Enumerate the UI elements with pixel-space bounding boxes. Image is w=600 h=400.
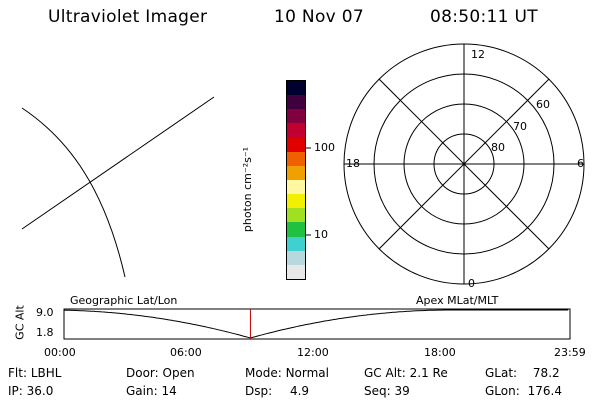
colorbar-swatch	[287, 81, 305, 96]
gain-value: 14	[161, 384, 177, 398]
colorbar-swatch	[287, 165, 305, 181]
timeline-right-caption: Apex MLat/MLT	[416, 294, 499, 307]
flt-value: LBHL	[30, 366, 62, 380]
time-label: 08:50:11 UT	[430, 7, 538, 27]
seq-value: 39	[394, 384, 410, 398]
colorbar-swatch	[287, 250, 305, 265]
date-label: 10 Nov 07	[274, 7, 364, 27]
mlt-label-18: 18	[346, 157, 360, 170]
colorbar-swatch	[287, 208, 305, 223]
glon-label: GLon:	[485, 384, 520, 398]
glat-value: 78.2	[532, 366, 560, 380]
colorbar-swatch	[287, 95, 305, 110]
timeline-left-caption: Geographic Lat/Lon	[70, 294, 178, 307]
mode-label: Mode:	[245, 366, 282, 380]
mlat-label-60: 60	[536, 98, 550, 111]
colorbar-swatch	[287, 222, 305, 237]
colorbar-tick-100: 100	[314, 141, 335, 154]
mlt-line-diagonal-b	[378, 78, 550, 250]
gain-label: Gain:	[126, 384, 158, 398]
x-tick-1800: 18:00	[424, 346, 456, 359]
colorbar-tick-10: 10	[314, 228, 328, 241]
colorbar-swatch	[287, 180, 305, 195]
timeline-frame	[63, 308, 571, 340]
seq-label: Seq:	[364, 384, 391, 398]
longitude-line	[21, 96, 215, 230]
door-value: Open	[162, 366, 195, 380]
mlat-label-80: 80	[491, 141, 505, 154]
timeline-y-min: 1.8	[36, 326, 54, 339]
info-gcalt: GC Alt: 2.1 Re	[364, 366, 448, 380]
info-door: Door: Open	[126, 366, 195, 380]
colorbar-swatch	[287, 137, 305, 152]
info-mode: Mode: Normal	[245, 366, 329, 380]
dsp-value: 4.9	[289, 384, 310, 398]
info-dsp: Dsp: 4.9	[245, 384, 309, 398]
colorbar-swatch	[287, 264, 305, 279]
info-seq: Seq: 39	[364, 384, 410, 398]
x-tick-0000: 00:00	[44, 346, 76, 359]
timeline-y-max: 9.0	[36, 306, 54, 319]
gcalt-value: 2.1 Re	[409, 366, 448, 380]
mlat-label-70: 70	[513, 120, 527, 133]
colorbar	[286, 80, 306, 280]
ip-value: 36.0	[26, 384, 54, 398]
x-tick-1200: 12:00	[297, 346, 329, 359]
x-tick-0600: 06:00	[170, 346, 202, 359]
colorbar-swatch	[287, 236, 305, 251]
mode-value: Normal	[285, 366, 329, 380]
info-flt: Flt: LBHL	[8, 366, 61, 380]
x-tick-2359: 23:59	[554, 346, 586, 359]
mlt-label-12: 12	[471, 48, 485, 61]
colorbar-swatch	[287, 109, 305, 124]
info-glat: GLat: 78.2	[485, 366, 560, 380]
mlt-label-6: 6	[577, 157, 584, 170]
instrument-title: Ultraviolet Imager	[48, 7, 208, 27]
ip-label: IP:	[8, 384, 23, 398]
info-gain: Gain: 14	[126, 384, 177, 398]
colorbar-swatch	[287, 123, 305, 138]
dsp-label: Dsp:	[245, 384, 273, 398]
info-ip: IP: 36.0	[8, 384, 53, 398]
glon-value: 176.4	[527, 384, 562, 398]
mlt-label-0: 0	[468, 277, 475, 290]
info-glon: GLon: 176.4	[485, 384, 562, 398]
altitude-curve	[63, 309, 569, 339]
gcalt-label: GC Alt:	[364, 366, 406, 380]
door-label: Door:	[126, 366, 159, 380]
latitude-line	[21, 107, 126, 278]
colorbar-swatch	[287, 151, 305, 166]
glat-label: GLat:	[485, 366, 518, 380]
colorbar-swatch	[287, 194, 305, 209]
flt-label: Flt:	[8, 366, 27, 380]
